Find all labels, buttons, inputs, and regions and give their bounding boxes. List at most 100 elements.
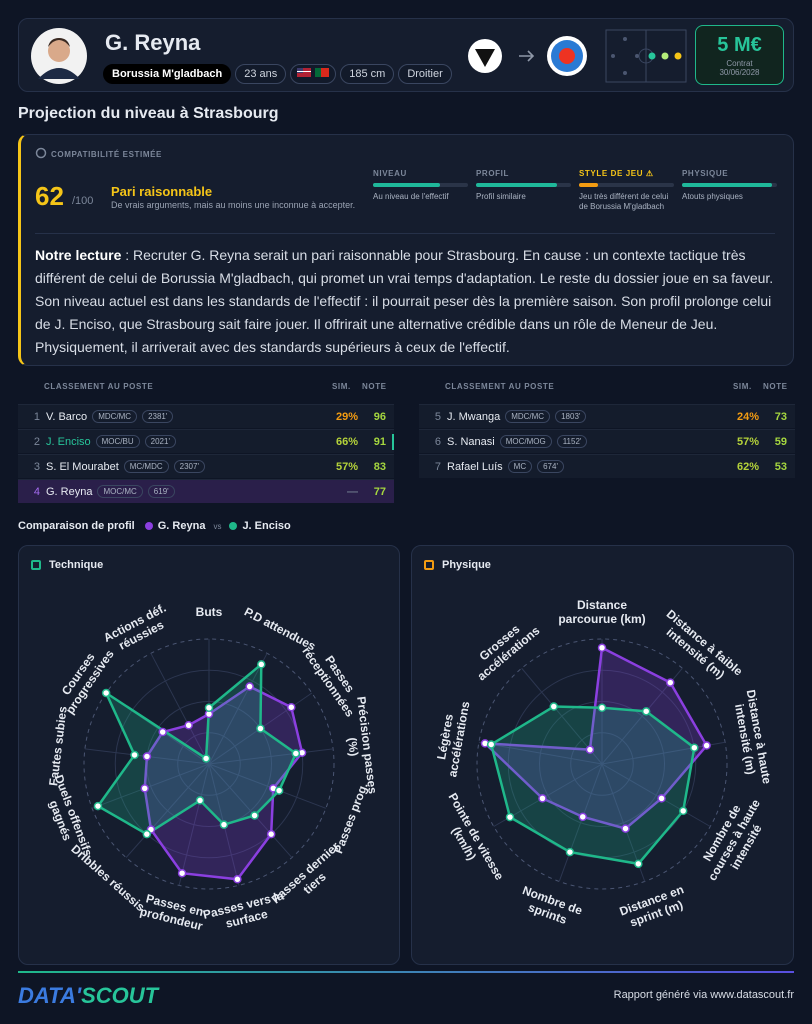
criterion-bar [373,183,440,187]
verdict: Pari raisonnable [111,184,213,199]
player: S. Nanasi [447,435,495,448]
reading-text: : Recruter G. Reyna serait un pari raiso… [35,247,774,355]
grid-ring [476,638,728,890]
spoke [558,763,603,882]
verdict-text: De vrais arguments, mais au moins une in… [111,200,356,210]
radar-point [93,801,103,811]
club-pill: Borussia M'gladbach [103,64,232,84]
radar-point [538,794,547,803]
criterion-track [579,183,674,187]
radar-point [256,724,265,733]
radar-point [142,829,152,839]
radar-point [130,750,139,760]
reading: Notre lecture : Recruter G. Reyna serait… [35,244,780,359]
radar-point [140,784,149,793]
rank-row: 7 Rafael Luís MC 674' 62% 53 [419,454,795,478]
rank: 2 [33,435,40,448]
criterion-name: PROFIL [476,169,509,178]
contract-date: 30/06/2028 [719,68,760,77]
radar-area [489,705,696,866]
market-value: 5 M€ [717,34,762,56]
note: 77 [373,485,386,498]
player: J. Enciso [46,435,91,448]
criterion-track [682,183,777,187]
spoke [178,763,210,886]
icon [35,147,47,159]
note: 91 [373,435,386,448]
radar-point [666,678,675,687]
radar-area [143,685,304,881]
panel-title: Physique [442,559,491,571]
radar-point [578,812,588,822]
radar-point [204,703,214,712]
radar-point [597,643,607,652]
rank: 4 [33,485,40,498]
rank-header: CLASSEMENT AU POSTE [44,382,154,391]
height-pill: 185 cm [340,64,395,84]
player: S. El Mourabet [46,460,119,473]
score: 62 [35,181,64,211]
row-accent [392,434,394,450]
minutes: 2307' [173,460,205,473]
position: MC/MDC [123,460,169,473]
axis-label: Buts [195,605,223,619]
spoke [208,763,293,858]
radar-point [184,721,193,730]
divider [35,233,775,234]
rank: 7 [434,460,441,473]
criterion-track [476,183,571,187]
minutes: 2381' [142,410,174,423]
logo-part: SCOUT [81,983,159,1008]
radar-panel: Physique Distance parcourue (km) Distance … [411,545,794,965]
comparison-header: Comparaison de profil G. Reyna vs J. Enc… [18,520,291,532]
axis-label: Distance parcourue (km) [558,598,646,626]
position: MDC/MC [92,410,138,423]
legend-label: G. Reyna [157,520,206,532]
player: Rafael Luís [447,460,503,473]
player: G. Reyna [46,485,93,498]
note-header: NOTE [763,382,788,391]
similarity: 24% [736,410,759,423]
radar-point [245,682,254,691]
radar-point [486,740,496,749]
rank-row: 3 S. El Mourabet MC/MDC 2307' 57% 83 [18,454,394,478]
footer-line [18,971,794,973]
foot-pill: Droitier [398,64,452,84]
comparison-title: Comparaison de profil [18,520,135,532]
note: 53 [774,460,787,473]
radar-point [177,868,187,878]
radar-point [266,829,276,839]
value-box: 5 M€ Contrat 30/06/2028 [695,25,784,85]
radar-panel: Technique Buts P.D attendues Passes récepti… [18,545,400,965]
compat-label: COMPATIBILITÉ ESTIMÉE [51,150,162,159]
position: MC [507,460,533,473]
spoke [150,653,210,765]
radar-point [142,752,152,761]
section-title: Projection du niveau à Strasbourg [18,105,279,122]
spoke [208,653,268,765]
mini-pitch [605,29,687,83]
footer-text: Rapport généré via www.datascout.fr [613,989,794,1001]
criterion-text: Profil similaire [476,192,526,201]
radar-point [597,703,607,712]
spoke [208,748,334,765]
rank-row: 6 S. Nanasi MOC/MOG 1152' 57% 59 [419,429,795,453]
player-tags: Borussia M'gladbach 23 ans 185 cm Droiti… [103,64,456,84]
position: MOC/MOG [499,435,552,448]
note: 96 [373,410,386,423]
compat-card: COMPATIBILITÉ ESTIMÉE 62 /100 Pari raiso… [18,134,794,366]
panel-icon [424,560,434,570]
rank-header: CLASSEMENT AU POSTE [445,382,555,391]
panel-icon [31,560,41,570]
grid-ring [83,638,335,890]
logo-part: DATA' [18,983,82,1008]
criterion-text: Au niveau de l'effectif [373,192,449,201]
player-header: G. Reyna Borussia M'gladbach 23 ans 185 … [18,18,794,92]
similarity: — [347,485,358,498]
criterion-bar [476,183,557,187]
radar-point [549,702,559,711]
rank-row: 5 J. Mwanga MDC/MC 1803' 24% 73 [419,404,795,428]
radar-point [219,820,229,829]
panel-title: Technique [49,559,104,571]
